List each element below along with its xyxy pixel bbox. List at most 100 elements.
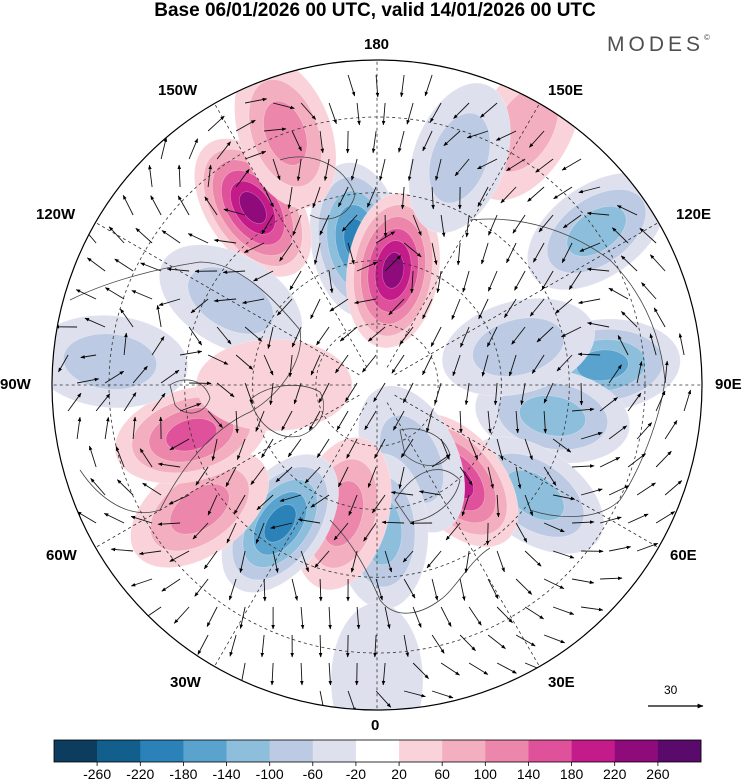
wind-arrow [123, 392, 137, 412]
wind-arrow [151, 336, 165, 356]
lon-label-150e: 150E [548, 82, 584, 99]
wind-arrow [459, 410, 463, 434]
wind-arrow [586, 211, 610, 216]
wind-arrow [77, 377, 100, 384]
wind-arrow [400, 74, 405, 98]
wind-arrow [289, 270, 302, 291]
wind-arrow [203, 550, 218, 570]
wind-arrow [515, 466, 522, 490]
colorbar-tick-label: 140 [516, 766, 541, 782]
wind-arrow [114, 258, 134, 272]
wind-arrow [655, 511, 676, 524]
wind-arrow [328, 606, 332, 630]
wind-arrow [486, 326, 498, 348]
wind-arrow [204, 196, 218, 216]
wind-arrow [272, 158, 281, 181]
wind-arrow [683, 389, 692, 412]
lon-label-180: 180 [364, 36, 390, 53]
wind-arrow [465, 214, 470, 238]
wind-arrow [543, 410, 548, 434]
wind-arrow [179, 403, 202, 412]
wind-arrow [216, 326, 232, 345]
modes-logo: MODES© [607, 33, 710, 57]
wind-vectors [54, 74, 692, 710]
wind-arrow [451, 298, 461, 320]
wind-arrow [207, 164, 213, 188]
wind-arrow [581, 606, 604, 612]
colorbar-tick-label: 60 [434, 766, 450, 782]
wind-arrow [543, 634, 566, 644]
wind-arrow [422, 130, 433, 152]
wind-arrow [538, 214, 554, 233]
wind-arrow [403, 634, 410, 658]
wind-arrow [375, 690, 392, 708]
colorbar-tick-label: -260 [83, 766, 112, 782]
wind-arrow [431, 242, 438, 266]
lon-label-150w: 150W [158, 82, 198, 99]
wind-arrow [139, 448, 153, 468]
colorbar-tick-label: -180 [169, 766, 198, 782]
map-title: Base 06/01/2026 00 UTC, valid 14/01/2026… [154, 0, 596, 21]
wind-arrow [655, 450, 672, 468]
wind-arrow [318, 382, 330, 404]
wind-arrow [235, 354, 254, 370]
anomaly-center [527, 172, 666, 291]
wind-arrow [572, 520, 595, 524]
wind-arrow [195, 466, 209, 486]
wind-arrow [412, 214, 422, 236]
wind-arrow [453, 102, 470, 119]
wind-arrow [412, 606, 422, 628]
wind-arrow [407, 158, 414, 182]
wind-arrow [426, 550, 442, 569]
wind-arrow [440, 662, 460, 676]
wind-arrow [239, 606, 246, 629]
wind-arrow [244, 150, 267, 160]
wind-arrow [58, 354, 69, 373]
wind-arrow [328, 662, 333, 686]
wind-arrow [527, 186, 545, 202]
wind-arrow [293, 382, 302, 405]
wind-arrow [166, 267, 190, 272]
wind-arrow [506, 158, 526, 172]
colorbar-swatch [614, 740, 659, 762]
wind-arrow [329, 298, 349, 312]
anomaly-contour [330, 602, 424, 710]
wind-arrow [478, 298, 489, 320]
wind-arrow [314, 550, 330, 568]
wind-arrow [459, 578, 466, 601]
wind-arrow [272, 550, 279, 573]
wind-arrow [515, 522, 528, 543]
alaska-coast [279, 156, 356, 220]
wind-arrow [367, 326, 386, 342]
wind-arrow [609, 545, 632, 552]
wind-arrow [384, 550, 393, 573]
wind-arrow [402, 382, 414, 404]
wind-arrow [261, 214, 274, 235]
wind-arrow [116, 479, 134, 496]
wind-arrow [552, 606, 575, 615]
anomaly-center [234, 60, 337, 209]
wind-arrow [235, 410, 239, 434]
wind-arrow [333, 522, 349, 541]
wind-arrow [270, 662, 275, 686]
anomaly-contour [519, 395, 586, 437]
wind-arrow [190, 298, 209, 314]
wind-arrow [464, 382, 470, 406]
wind-arrow [279, 242, 293, 262]
wind-arrow [354, 298, 377, 305]
wind-arrow [462, 270, 470, 293]
wind-arrow [524, 606, 544, 620]
wind-arrow [318, 634, 323, 658]
colorbar-swatch [183, 740, 227, 762]
colorbar-tick-label: 180 [559, 766, 584, 782]
wind-arrow [188, 138, 199, 160]
wind-arrow [496, 438, 504, 461]
wind-arrow [579, 242, 601, 252]
wind-arrow [110, 547, 134, 552]
wind-arrow [459, 466, 473, 486]
wind-arrow [347, 74, 356, 97]
wind-arrow [130, 515, 153, 524]
wind-arrow [213, 298, 237, 303]
wind-arrow [235, 119, 256, 132]
colorbar-swatch [97, 740, 141, 762]
